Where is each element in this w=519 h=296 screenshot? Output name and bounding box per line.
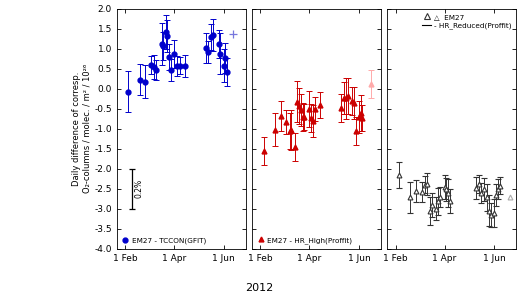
Legend: EM27 - HR_High(Proffit): EM27 - HR_High(Proffit) [256, 235, 354, 245]
Y-axis label: Daily difference of corresp.
O₂-columns / molec. / m² / 10²⁶: Daily difference of corresp. O₂-columns … [72, 64, 91, 193]
Text: 0.2%: 0.2% [135, 179, 144, 198]
Legend: EM27 - TCCON(GFIT): EM27 - TCCON(GFIT) [120, 236, 208, 245]
Legend: △  EM27, - HR_Reduced(Proffit): △ EM27, - HR_Reduced(Proffit) [421, 12, 513, 30]
Text: 2012: 2012 [245, 283, 274, 293]
